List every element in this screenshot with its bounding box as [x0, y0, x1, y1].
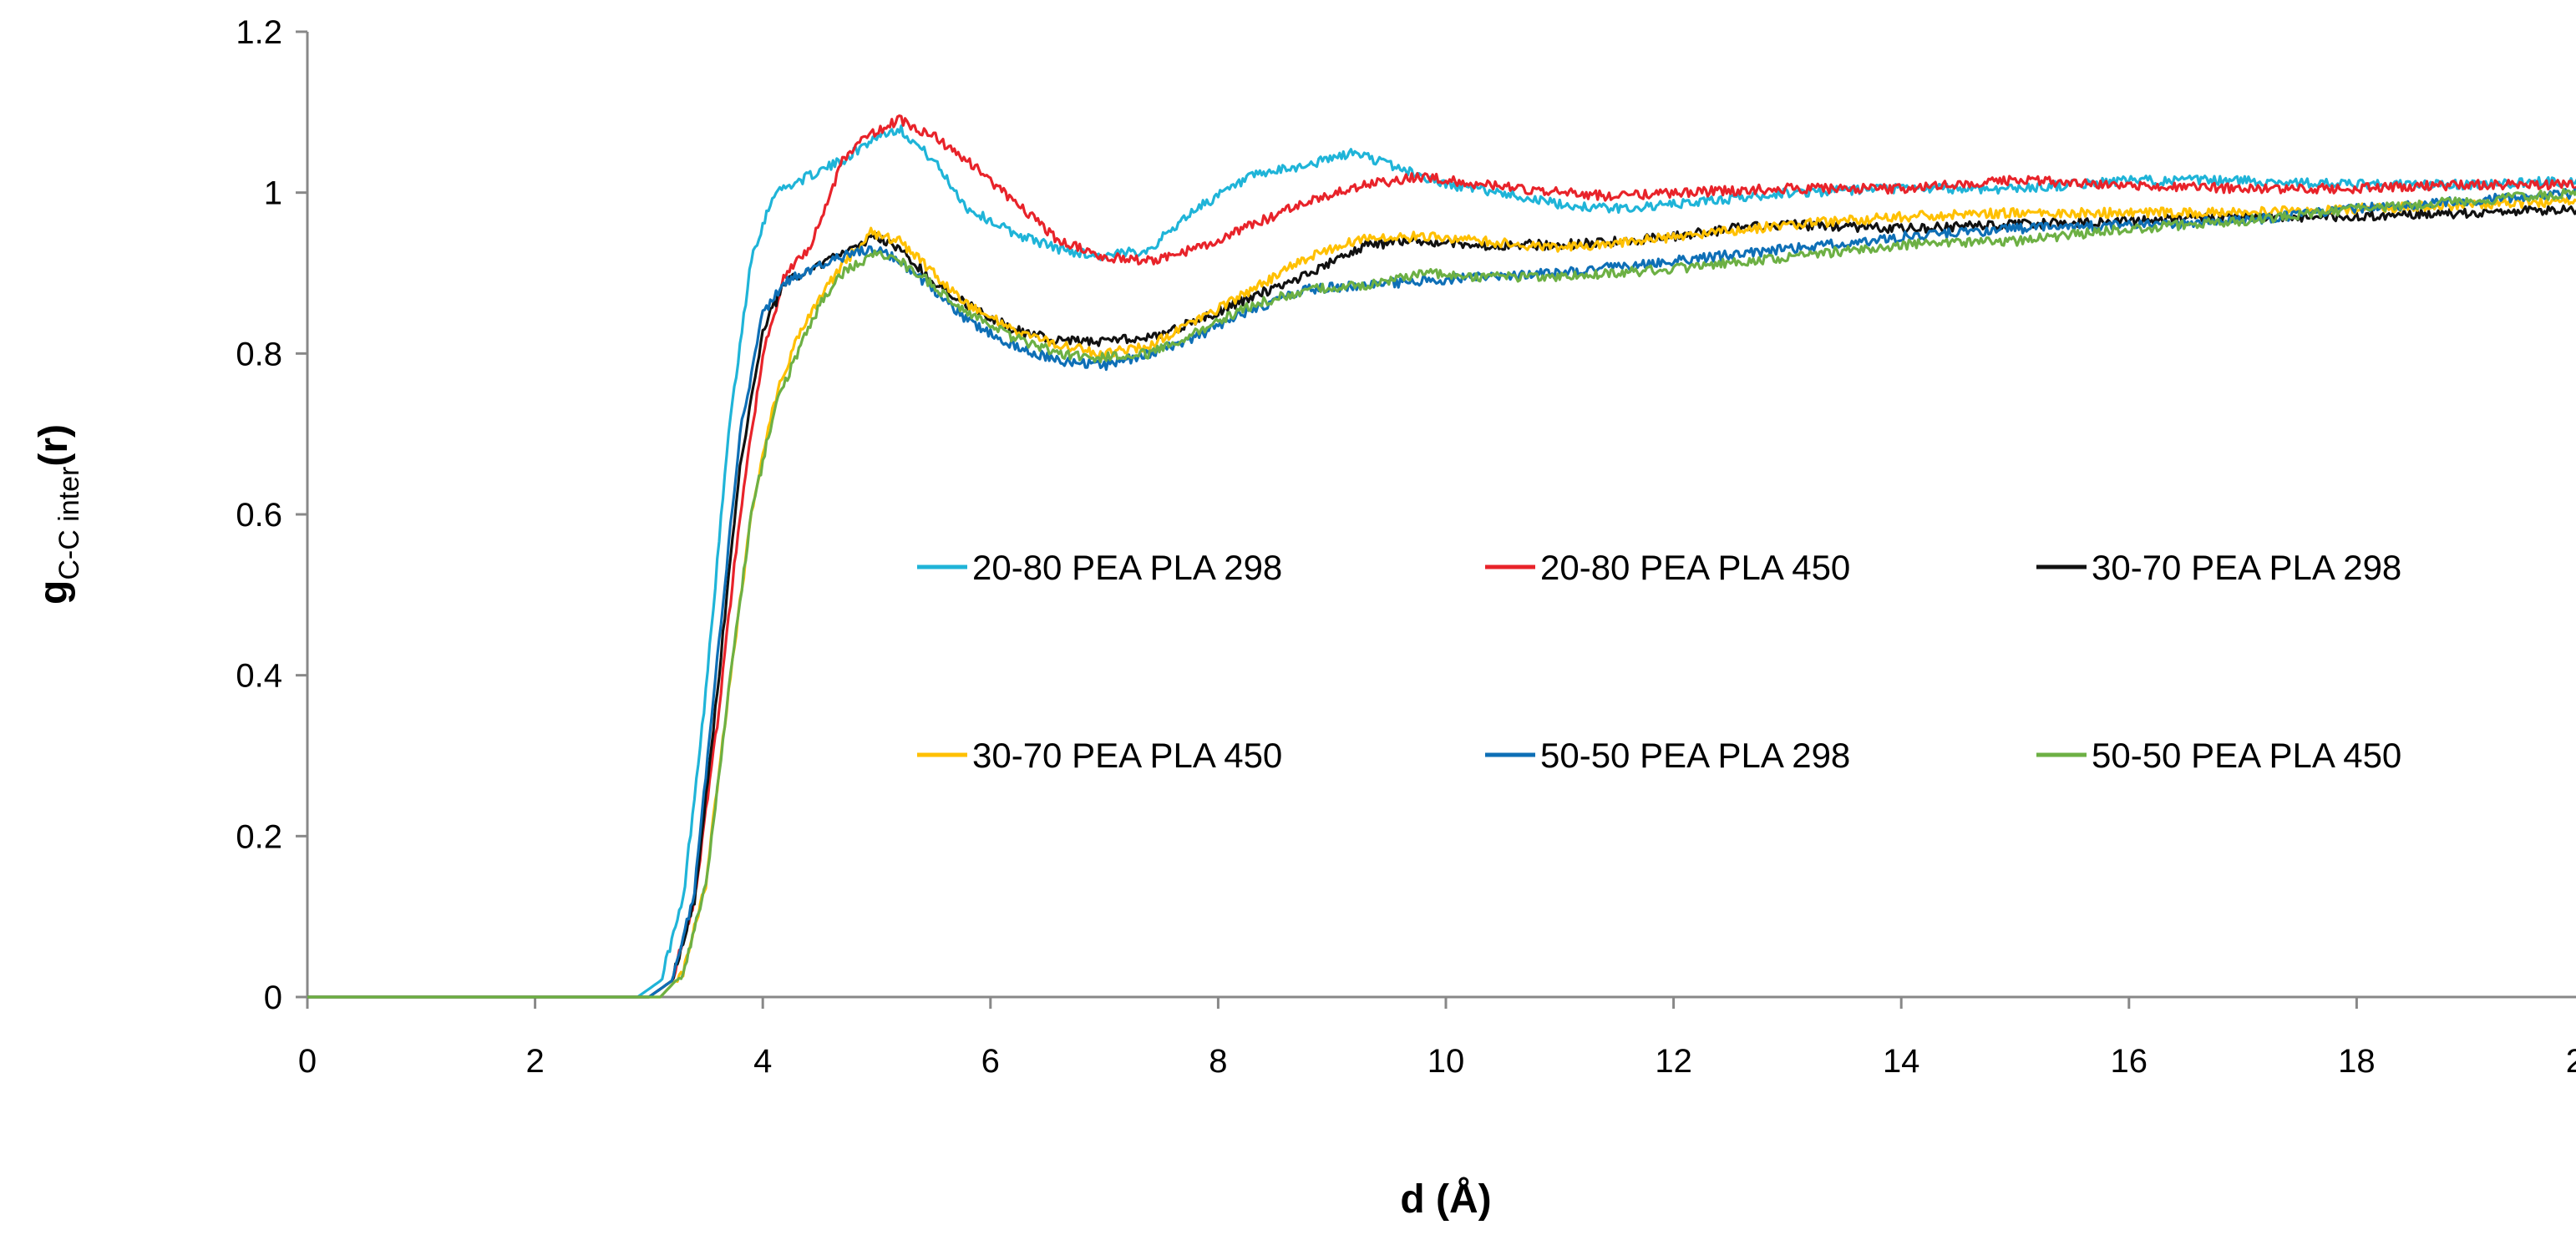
y-tick-label: 0.8: [236, 336, 282, 372]
x-tick-label: 6: [981, 1043, 1000, 1080]
x-tick-label: 14: [1883, 1043, 1920, 1080]
y-tick-label: 1: [264, 175, 282, 212]
y-axis-title-main: g: [32, 580, 76, 605]
y-axis-title: gC-C inter(r): [32, 424, 85, 605]
y-axis-title-tail: (r): [32, 424, 76, 467]
y-axis-title-sub: C-C inter: [53, 467, 85, 580]
legend-label: 30-70 PEA PLA 298: [2092, 548, 2401, 587]
x-tick-label: 18: [2338, 1043, 2376, 1080]
y-tick-label: 1.2: [236, 14, 282, 51]
series-lines: [307, 114, 2576, 999]
series-line: [307, 188, 2576, 999]
series-line: [307, 204, 2576, 999]
x-tick-label: 12: [1655, 1043, 1692, 1080]
y-tick-label: 0.6: [236, 497, 282, 534]
series-line: [307, 124, 2576, 999]
y-tick-label: 0.4: [236, 658, 282, 695]
legend-label: 20-80 PEA PLA 298: [972, 548, 1282, 587]
y-tick-label: 0.2: [236, 818, 282, 855]
x-ticks: 0 2 4 6 8 10 12 14 16 18 20: [298, 997, 2576, 1080]
x-tick-label: 8: [1209, 1043, 1227, 1080]
series-line: [307, 196, 2576, 999]
x-tick-label: 20: [2566, 1043, 2576, 1080]
legend-label: 30-70 PEA PLA 450: [972, 736, 1282, 775]
y-tick-label: 0: [264, 979, 282, 1016]
x-tick-label: 4: [753, 1043, 772, 1080]
legend-label: 50-50 PEA PLA 450: [2092, 736, 2401, 775]
legend: 20-80 PEA PLA 298 20-80 PEA PLA 450 30-70 …: [917, 548, 2401, 775]
x-tick-label: 10: [1427, 1043, 1465, 1080]
legend-label: 20-80 PEA PLA 450: [1540, 548, 1850, 587]
x-tick-label: 2: [525, 1043, 544, 1080]
x-tick-label: 0: [298, 1043, 317, 1080]
x-tick-label: 16: [2111, 1043, 2148, 1080]
legend-label: 50-50 PEA PLA 298: [1540, 736, 1850, 775]
y-ticks: 0 0.2 0.4 0.6 0.8 1 1.2: [236, 14, 307, 1016]
x-axis-title: d (Å): [1400, 1177, 1491, 1222]
series-line: [307, 188, 2576, 999]
